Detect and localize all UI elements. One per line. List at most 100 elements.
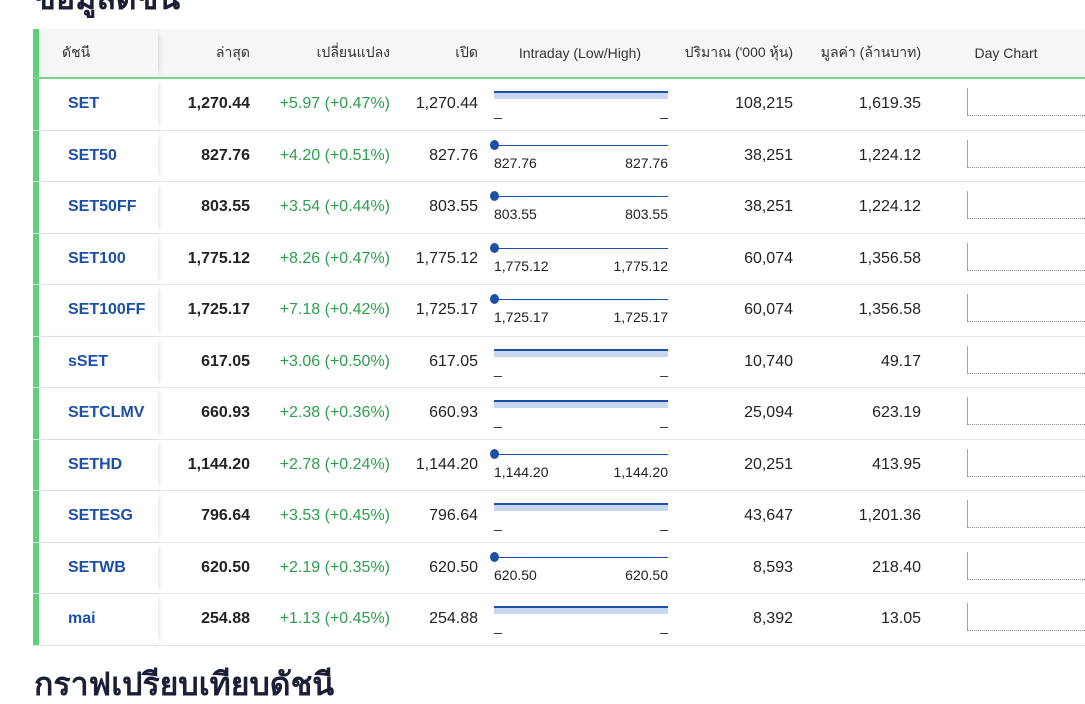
intraday-high: _ [660, 515, 668, 532]
intraday-high: 1,775.12 [613, 257, 669, 274]
volume: 8,392 [752, 610, 793, 628]
index-name-link[interactable]: SET100 [33, 233, 158, 284]
price-change: +4.20 (+0.51%) [279, 146, 390, 164]
intraday-low: 620.50 [494, 566, 537, 583]
open-price: 803.55 [429, 198, 478, 216]
intraday-low: _ [494, 515, 502, 532]
last-price: 660.93 [201, 404, 250, 422]
index-name-link[interactable]: SETWB [33, 542, 158, 593]
index-name-link[interactable]: SETESG [33, 491, 158, 542]
intraday-marker [490, 448, 499, 459]
last-price: 1,270.44 [187, 95, 250, 113]
index-name-link[interactable]: SETCLMV [33, 388, 158, 439]
table-row: SETCLMV 660.93 +2.38 (+0.36%) 660.93 _ _ 25,09… [33, 388, 1085, 440]
last-price: 1,144.20 [187, 455, 250, 473]
volume: 8,593 [752, 558, 793, 576]
day-chart-line [967, 603, 968, 632]
volume: 60,074 [744, 301, 793, 319]
day-chart[interactable] [927, 234, 1085, 284]
index-name-link[interactable]: mai [33, 594, 158, 645]
day-chart-baseline [967, 475, 1085, 477]
last-price: 254.88 [201, 610, 250, 628]
section-title-index-compare-chart: กราฟเปรียบเทียบดัชนี [34, 666, 335, 702]
open-price: 1,144.20 [415, 455, 478, 473]
day-chart-line [967, 191, 968, 220]
day-chart-baseline [967, 115, 1085, 117]
day-chart[interactable] [927, 79, 1085, 129]
intraday-range-bar [494, 91, 668, 100]
price-change: +2.19 (+0.35%) [279, 558, 390, 576]
header-change[interactable]: เปลี่ยนแปลง [316, 44, 390, 60]
table-row: SET100 1,775.12 +8.26 (+0.47%) 1,775.12 1,77… [33, 233, 1085, 285]
day-chart-line [967, 551, 968, 580]
price-change: +7.18 (+0.42%) [279, 301, 390, 319]
header-open[interactable]: เปิด [455, 44, 478, 60]
intraday-low: 1,725.17 [494, 309, 549, 326]
index-name-link[interactable]: SET100FF [33, 285, 158, 336]
index-table: ดัชนี ล่าสุด เปลี่ยนแปลง เปิด Intraday (… [33, 29, 1085, 646]
day-chart-line [967, 88, 968, 117]
day-chart[interactable] [927, 491, 1085, 541]
price-change: +3.54 (+0.44%) [279, 198, 390, 216]
table-header: ดัชนี ล่าสุด เปลี่ยนแปลง เปิด Intraday (… [33, 29, 1085, 79]
volume: 38,251 [744, 146, 793, 164]
intraday-range-line [494, 144, 668, 146]
day-chart-line [967, 448, 968, 477]
section-title-index-data: ข้อมูลดัชนี [34, 0, 180, 18]
intraday-cell: _ _ [484, 337, 676, 387]
intraday-high: 620.50 [625, 566, 668, 583]
header-volume[interactable]: ปริมาณ ('000 หุ้น) [684, 44, 793, 60]
intraday-high: _ [660, 618, 668, 635]
day-chart[interactable] [927, 337, 1085, 387]
day-chart[interactable] [927, 182, 1085, 232]
trade-value: 49.17 [880, 352, 921, 370]
day-chart[interactable] [927, 388, 1085, 438]
intraday-range-line [494, 299, 668, 301]
day-chart[interactable] [927, 543, 1085, 593]
volume: 20,251 [744, 455, 793, 473]
day-chart-line [967, 139, 968, 168]
last-price: 827.76 [201, 146, 250, 164]
last-price: 796.64 [201, 507, 250, 525]
index-name-link[interactable]: SET [33, 79, 158, 130]
price-change: +2.38 (+0.36%) [279, 404, 390, 422]
open-price: 620.50 [429, 558, 478, 576]
table-body: SET 1,270.44 +5.97 (+0.47%) 1,270.44 _ _ 108,2… [33, 79, 1085, 646]
header-index[interactable]: ดัชนี [33, 29, 158, 77]
day-chart-line [967, 345, 968, 374]
header-value[interactable]: มูลค่า (ล้านบาท) [820, 44, 921, 60]
intraday-low: _ [494, 412, 502, 429]
header-intraday: Intraday (Low/High) [518, 45, 642, 61]
intraday-range-line [494, 556, 668, 558]
index-name-link[interactable]: SETHD [33, 439, 158, 490]
index-name-link[interactable]: SET50FF [33, 182, 158, 233]
index-name-link[interactable]: sSET [33, 336, 158, 387]
trade-value: 218.40 [872, 558, 921, 576]
intraday-range-line [494, 196, 668, 198]
open-price: 254.88 [429, 610, 478, 628]
index-name-link[interactable]: SET50 [33, 130, 158, 181]
day-chart-baseline [967, 166, 1085, 168]
intraday-low: _ [494, 360, 502, 377]
open-price: 1,725.17 [415, 301, 478, 319]
day-chart[interactable] [927, 285, 1085, 335]
intraday-high: 803.55 [625, 206, 668, 223]
day-chart[interactable] [927, 440, 1085, 490]
day-chart-baseline [967, 527, 1085, 529]
trade-value: 1,201.36 [858, 507, 921, 525]
day-chart-baseline [967, 424, 1085, 426]
day-chart[interactable] [927, 594, 1085, 644]
last-price: 803.55 [201, 198, 250, 216]
trade-value: 1,619.35 [858, 95, 921, 113]
day-chart-baseline [967, 218, 1085, 220]
trade-value: 623.19 [872, 404, 921, 422]
intraday-marker [490, 191, 499, 202]
intraday-cell: _ _ [484, 79, 676, 129]
day-chart[interactable] [927, 131, 1085, 181]
header-last[interactable]: ล่าสุด [215, 44, 250, 60]
price-change: +5.97 (+0.47%) [279, 95, 390, 113]
trade-value: 1,224.12 [858, 146, 921, 164]
day-chart-baseline [967, 578, 1085, 580]
intraday-cell: _ _ [484, 388, 676, 438]
table-row: SET50 827.76 +4.20 (+0.51%) 827.76 827.76 827… [33, 130, 1085, 182]
